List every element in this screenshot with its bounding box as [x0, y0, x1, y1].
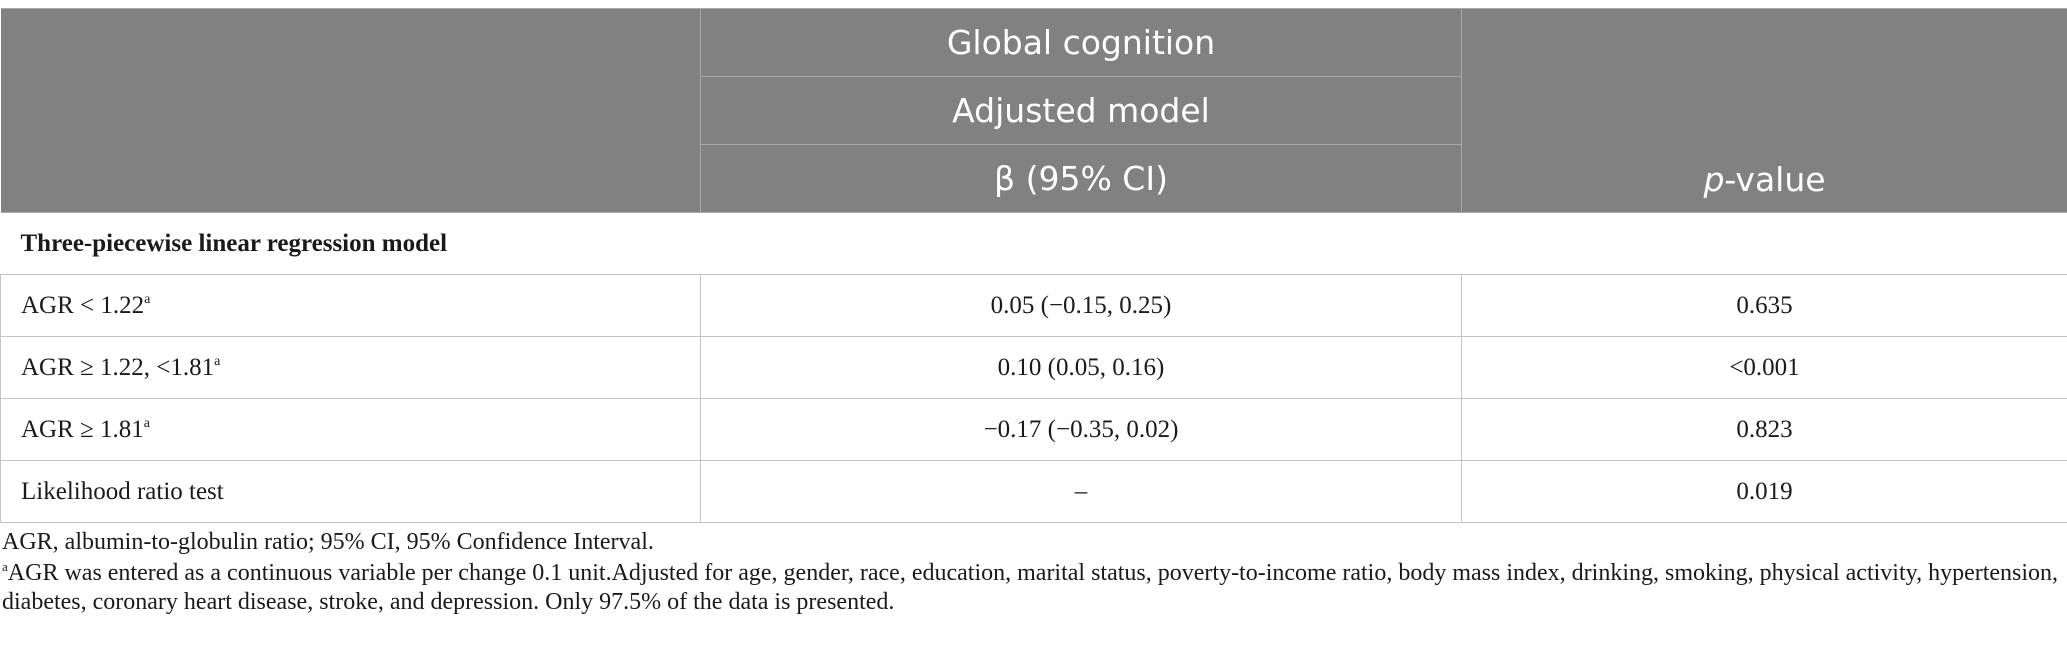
- header-beta-ci: β (95% CI): [700, 144, 1462, 213]
- abbreviations-note: AGR, albumin-to-globulin ratio; 95% CI, …: [2, 529, 654, 555]
- table-row: AGR < 1.22a 0.05 (−0.15, 0.25) 0.635: [0, 274, 2067, 337]
- section-title: Three-piecewise linear regression model: [0, 212, 2067, 275]
- footnote-a: aAGR was entered as a continuous variabl…: [2, 559, 2062, 617]
- results-table-container: Global cognition p-value Adjusted model …: [0, 8, 2067, 523]
- footnote-marker: a: [214, 353, 221, 369]
- table-row: AGR ≥ 1.81a −0.17 (−0.35, 0.02) 0.823: [0, 398, 2067, 461]
- row-label: Likelihood ratio test: [0, 460, 701, 523]
- header-p-rest: -value: [1724, 160, 1826, 199]
- row-label: AGR ≥ 1.22, <1.81a: [0, 336, 701, 399]
- header-adjusted-model: Adjusted model: [700, 76, 1462, 145]
- footnote-marker: a: [143, 415, 150, 431]
- section-row: Three-piecewise linear regression model: [0, 212, 2067, 275]
- table-row: AGR ≥ 1.22, <1.81a 0.10 (0.05, 0.16) <0.…: [0, 336, 2067, 399]
- row-label: AGR ≥ 1.81a: [0, 398, 701, 461]
- header-blank-cell: [0, 8, 701, 213]
- row-p-value: 0.019: [1461, 460, 2067, 523]
- footnote-a-text: AGR was entered as a continuous variable…: [2, 560, 2059, 615]
- row-estimate: –: [700, 460, 1462, 523]
- table-row: Likelihood ratio test – 0.019: [0, 460, 2067, 523]
- header-p-italic: p: [1703, 160, 1725, 199]
- row-estimate: 0.10 (0.05, 0.16): [700, 336, 1462, 399]
- row-p-value: 0.823: [1461, 398, 2067, 461]
- row-label: AGR < 1.22a: [0, 274, 701, 337]
- footnote-marker: a: [144, 291, 151, 307]
- header-p-value: p-value: [1461, 8, 2067, 213]
- row-p-value: <0.001: [1461, 336, 2067, 399]
- results-table: Global cognition p-value Adjusted model …: [0, 8, 2067, 523]
- table-notes: AGR, albumin-to-globulin ratio; 95% CI, …: [2, 528, 2062, 619]
- row-estimate: −0.17 (−0.35, 0.02): [700, 398, 1462, 461]
- row-p-value: 0.635: [1461, 274, 2067, 337]
- row-estimate: 0.05 (−0.15, 0.25): [700, 274, 1462, 337]
- header-global-cognition: Global cognition: [700, 8, 1462, 77]
- footnote-a-marker: a: [2, 559, 8, 574]
